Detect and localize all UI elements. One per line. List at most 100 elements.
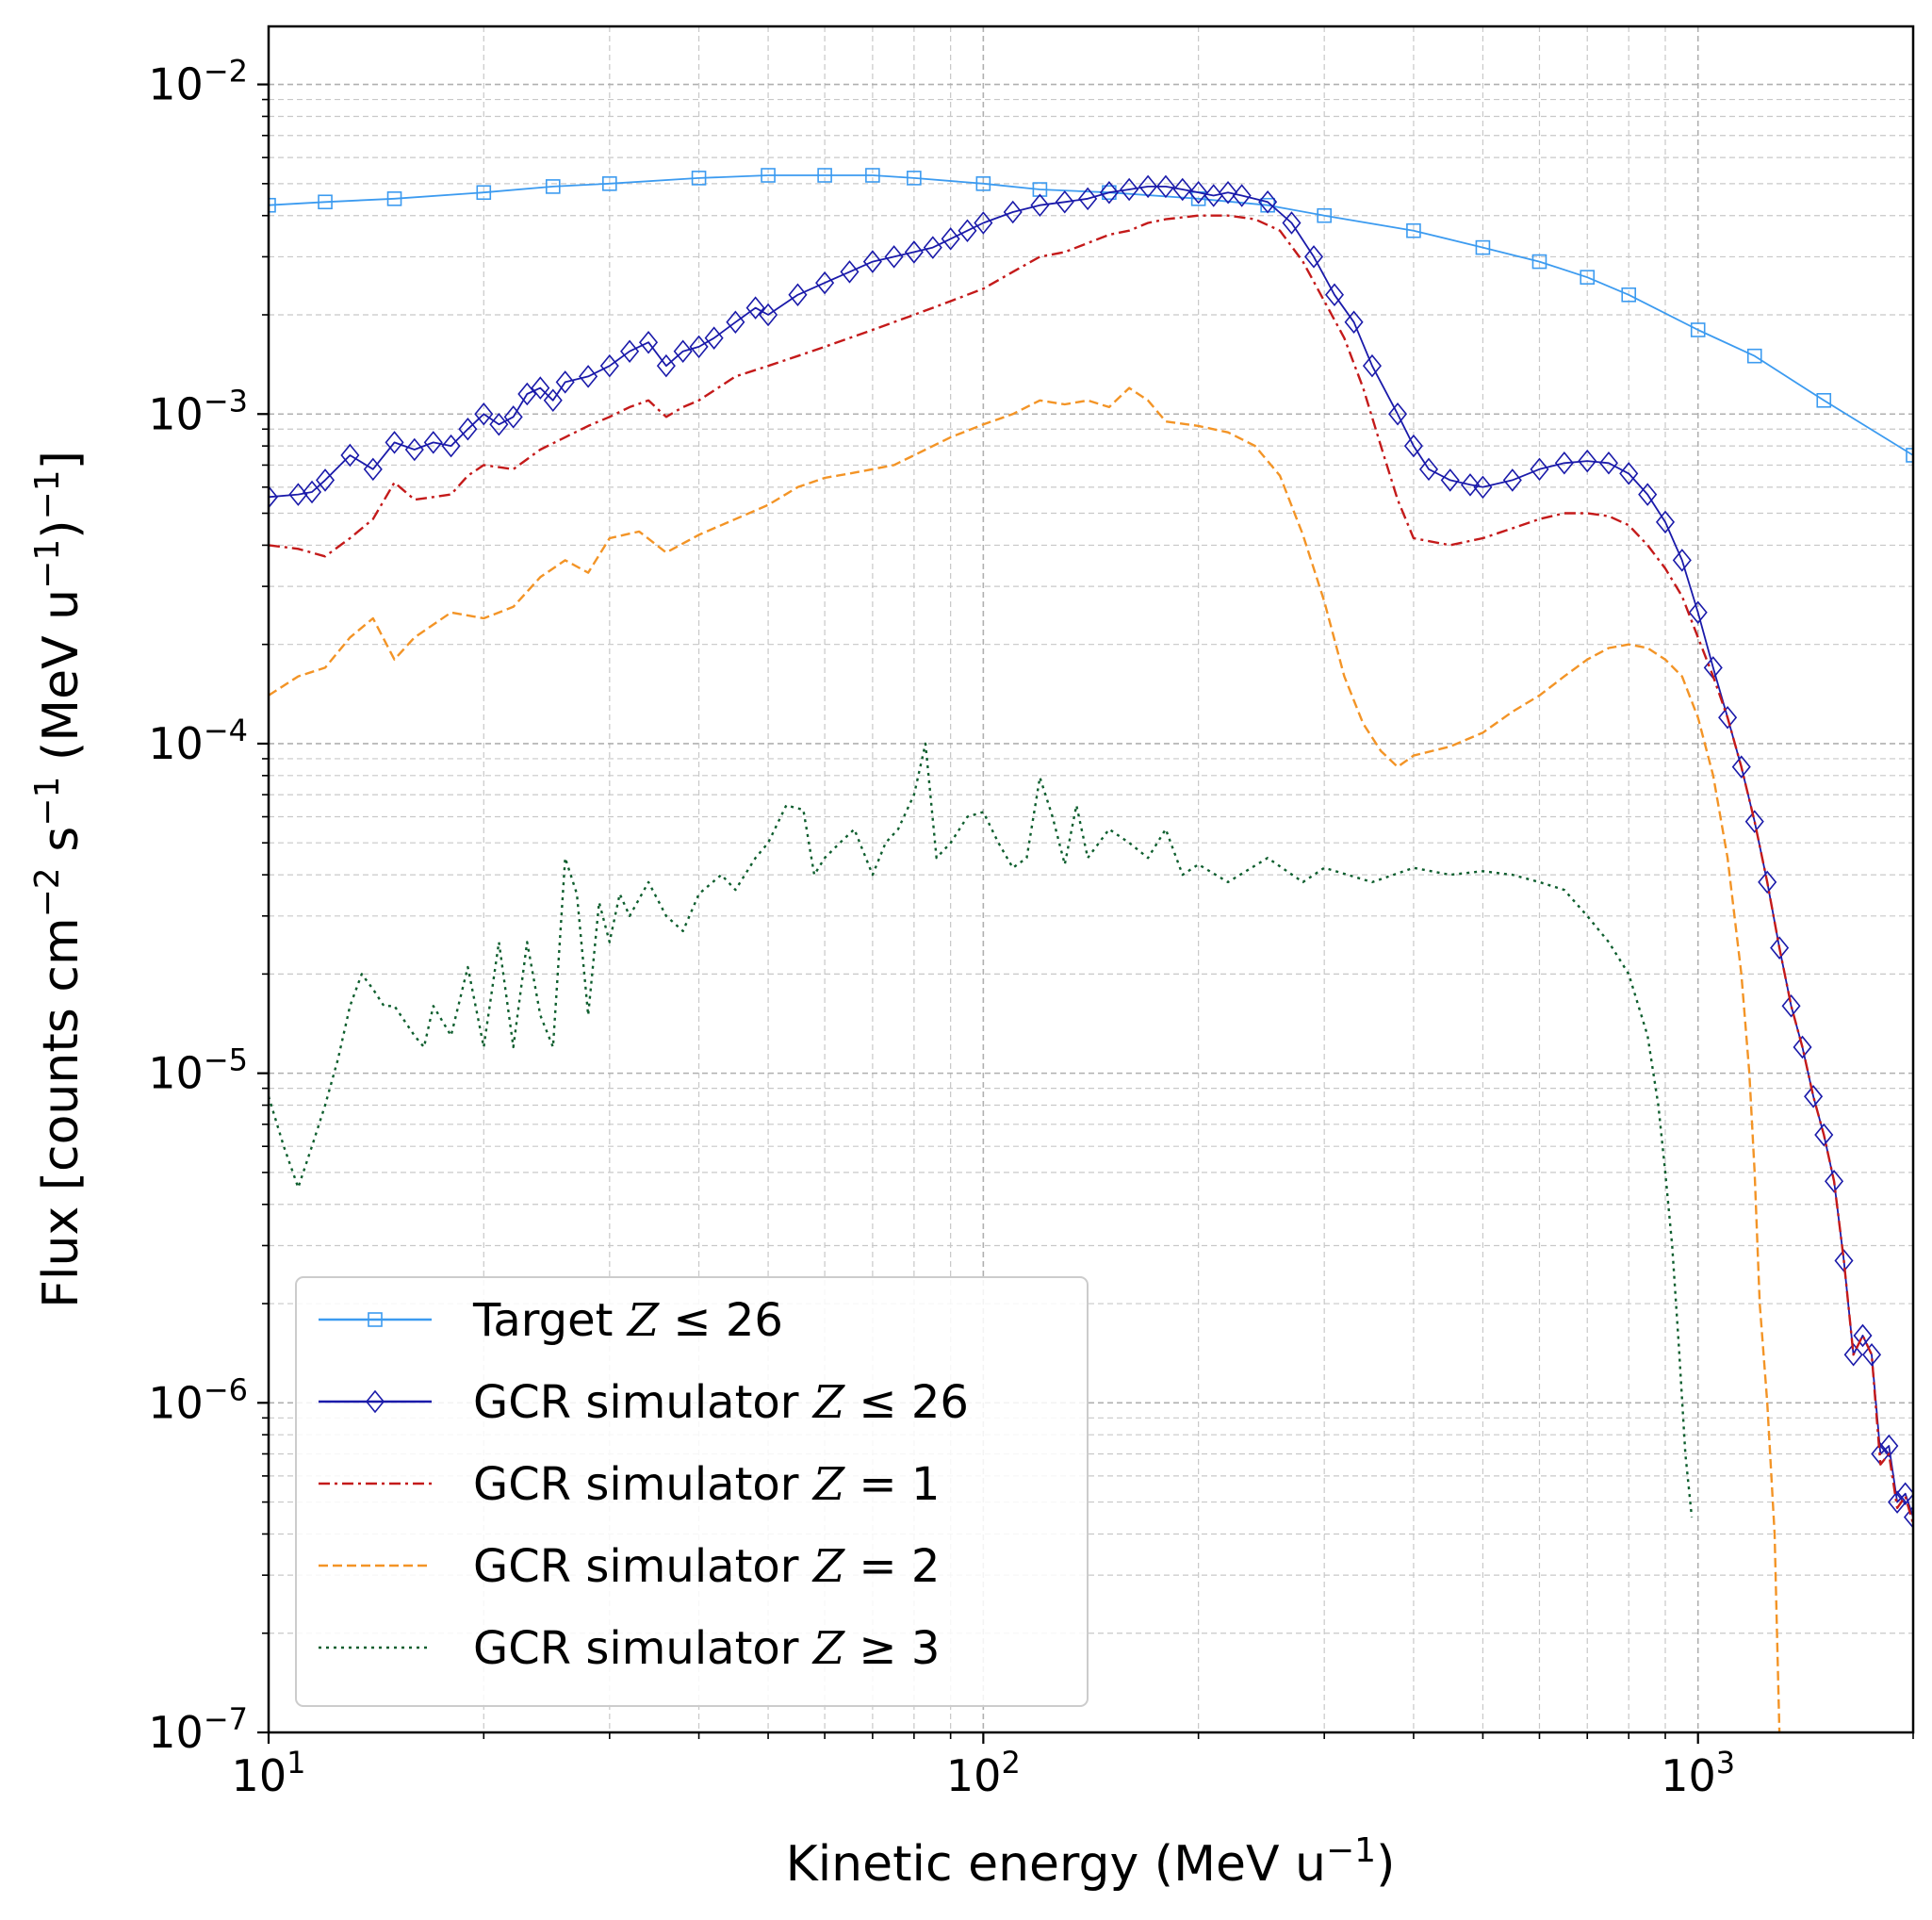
data-point-marker <box>865 168 880 183</box>
data-point-marker <box>1362 353 1382 378</box>
y-tick-exp: −6 <box>204 1371 248 1407</box>
series-line <box>269 186 1913 1518</box>
y-tick-label: 10−3 <box>148 383 248 439</box>
data-point-marker <box>1580 270 1596 285</box>
plot-frame <box>267 25 1915 1734</box>
data-point-marker <box>579 365 598 388</box>
data-point-marker <box>386 191 402 206</box>
data-point-marker <box>545 179 561 194</box>
x-tick-label: 101 <box>232 1745 306 1801</box>
legend-entry: GCR simulator Z ≤ 26 <box>319 1376 969 1429</box>
data-point-marker <box>884 245 904 269</box>
data-point-marker <box>517 382 537 406</box>
data-point-marker <box>759 303 778 327</box>
x-tick-exp: 1 <box>287 1745 305 1781</box>
legend-marker <box>368 1312 383 1327</box>
data-point-marker <box>673 339 693 363</box>
y-tick-label: 10−5 <box>148 1042 248 1099</box>
data-point-marker <box>1655 510 1676 534</box>
data-point-marker <box>1418 457 1439 482</box>
data-point-marker <box>385 431 404 454</box>
data-point-marker <box>489 413 509 436</box>
legend-entry: Target Z ≤ 26 <box>319 1294 783 1347</box>
data-point-marker <box>1888 1490 1907 1514</box>
legend-label-math: Z <box>811 1622 846 1675</box>
data-point-marker <box>1219 180 1238 205</box>
data-point-marker <box>363 457 383 482</box>
y-axis-title-sup3: −1 <box>28 539 67 589</box>
x-tick-exp: 2 <box>1001 1745 1020 1781</box>
data-point-marker <box>1232 184 1252 207</box>
legend-entry: GCR simulator Z ≥ 3 <box>319 1622 940 1675</box>
x-axis-title-tail: ) <box>1376 1836 1395 1893</box>
data-point-marker <box>689 335 709 359</box>
legend-label-math: Z <box>811 1376 846 1429</box>
legend-label-math: Z <box>811 1458 846 1511</box>
data-point-marker <box>1460 473 1481 497</box>
data-point-marker <box>761 168 776 183</box>
x-tick-base: 10 <box>946 1750 1002 1801</box>
y-tick-exp: −4 <box>204 713 248 748</box>
data-point-marker <box>1388 402 1408 426</box>
data-point-marker <box>1055 189 1074 214</box>
data-point-marker <box>1816 392 1832 408</box>
x-tick-base: 10 <box>232 1750 287 1801</box>
legend-label: GCR simulator Z = 2 <box>473 1540 940 1593</box>
data-point-marker <box>474 402 494 426</box>
data-point-marker <box>1758 870 1777 894</box>
x-axis-title: Kinetic energy (MeV u−1) <box>786 1831 1396 1894</box>
data-point-marker <box>1344 310 1364 335</box>
data-point-marker <box>745 296 765 320</box>
legend-entry: GCR simulator Z = 2 <box>319 1540 940 1593</box>
data-point-marker <box>1781 993 1801 1018</box>
data-point-marker <box>1853 1323 1873 1348</box>
series-1 <box>269 174 1913 1529</box>
y-tick-label: 10−4 <box>148 713 248 769</box>
data-point-marker <box>1078 187 1098 211</box>
data-point-marker <box>543 388 563 413</box>
data-point-marker <box>1440 468 1460 492</box>
data-point-marker <box>599 353 619 378</box>
series-4 <box>269 742 1694 1518</box>
data-point-marker <box>1619 462 1639 485</box>
y-tick-exp: −5 <box>204 1042 248 1078</box>
y-tick-base: 10 <box>148 718 204 769</box>
data-point-marker <box>1903 1505 1913 1529</box>
data-point-marker <box>941 227 960 251</box>
data-point-marker <box>1172 177 1192 202</box>
data-point-marker <box>1690 322 1706 337</box>
data-point-marker <box>1804 1085 1824 1108</box>
data-point-marker <box>441 434 461 458</box>
data-point-marker <box>691 171 707 186</box>
data-point-marker <box>1688 600 1708 625</box>
data-point-marker <box>1258 189 1278 214</box>
legend-label-text: GCR simulator <box>473 1540 813 1593</box>
data-point-marker <box>404 437 424 462</box>
y-axis-title-part5: ] <box>33 451 90 469</box>
data-point-marker <box>269 197 276 213</box>
data-point-marker <box>726 310 745 335</box>
data-point-marker <box>458 417 478 441</box>
legend-label-rel: ≥ 3 <box>844 1622 940 1675</box>
data-point-marker <box>1744 810 1764 833</box>
data-point-marker <box>340 443 360 468</box>
data-point-marker <box>1003 200 1023 224</box>
x-tick-label: 103 <box>1661 1745 1735 1801</box>
data-point-marker <box>1502 468 1522 492</box>
data-point-marker <box>1861 1342 1882 1367</box>
data-point-marker <box>923 236 942 259</box>
data-point-marker <box>975 176 991 191</box>
y-tick-base: 10 <box>148 1707 204 1758</box>
data-point-marker <box>1731 755 1751 779</box>
data-point-marker <box>1843 1342 1863 1367</box>
legend-label-rel: = 2 <box>844 1540 940 1593</box>
data-point-marker <box>1102 185 1117 201</box>
data-point-marker <box>1120 177 1139 202</box>
grid <box>268 26 1914 1733</box>
data-point-marker <box>1099 180 1119 205</box>
y-tick-label: 10−7 <box>148 1701 248 1758</box>
data-point-marker <box>974 211 993 235</box>
y-tick-exp: −7 <box>204 1701 248 1737</box>
y-axis-title-part1: Flux [counts cm <box>33 917 90 1307</box>
data-point-marker <box>1621 287 1637 303</box>
